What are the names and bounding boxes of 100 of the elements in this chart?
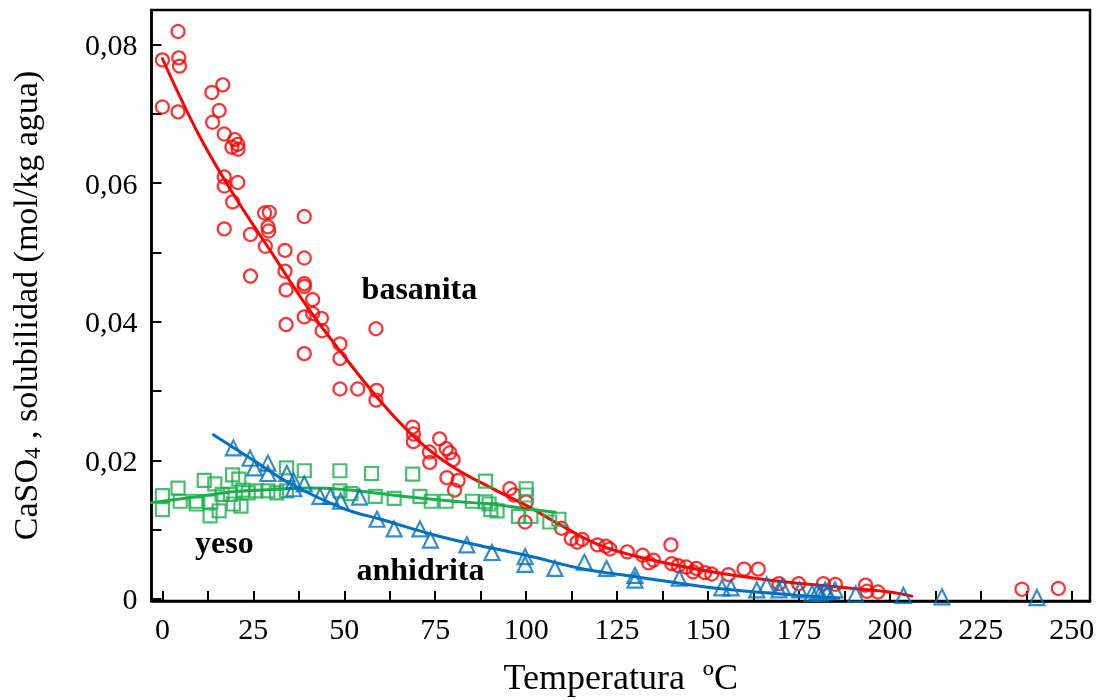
x-tick-label: 225 bbox=[958, 611, 1004, 645]
point bbox=[826, 581, 844, 599]
point bbox=[207, 476, 223, 492]
point bbox=[670, 569, 688, 587]
series-label: basanita bbox=[361, 270, 478, 307]
point bbox=[233, 498, 249, 514]
point bbox=[332, 492, 350, 510]
point bbox=[489, 503, 505, 519]
point bbox=[367, 488, 383, 504]
point bbox=[748, 581, 766, 599]
point bbox=[713, 579, 731, 597]
x-tick-label: 175 bbox=[776, 611, 822, 645]
point bbox=[240, 485, 256, 501]
point bbox=[241, 449, 259, 467]
point bbox=[278, 483, 295, 499]
y-tick-label: 0 bbox=[122, 582, 138, 616]
point bbox=[385, 520, 403, 538]
point bbox=[626, 566, 644, 584]
point bbox=[847, 585, 865, 603]
x-tick-label: 50 bbox=[329, 611, 360, 645]
point bbox=[483, 501, 499, 518]
series-label: anhidrita bbox=[356, 551, 485, 588]
point bbox=[523, 508, 539, 525]
x-tick-label: 100 bbox=[503, 611, 549, 645]
point bbox=[321, 487, 340, 505]
point bbox=[483, 543, 501, 562]
point bbox=[803, 584, 821, 602]
x-tick-label: 125 bbox=[594, 611, 640, 645]
point bbox=[203, 494, 219, 510]
point bbox=[278, 460, 295, 476]
point bbox=[894, 586, 912, 605]
point bbox=[368, 510, 386, 528]
point bbox=[477, 494, 494, 510]
point bbox=[202, 508, 218, 524]
point bbox=[235, 482, 251, 498]
point bbox=[411, 520, 429, 538]
point bbox=[518, 487, 534, 503]
point bbox=[516, 555, 534, 573]
point bbox=[224, 439, 242, 457]
point bbox=[225, 496, 241, 512]
point bbox=[285, 472, 303, 490]
point bbox=[170, 480, 186, 496]
point bbox=[412, 488, 428, 504]
point bbox=[259, 464, 277, 483]
point bbox=[516, 548, 534, 566]
point bbox=[458, 536, 476, 554]
point bbox=[791, 581, 809, 599]
point bbox=[343, 486, 359, 502]
point bbox=[546, 559, 564, 578]
point bbox=[296, 463, 312, 479]
point bbox=[225, 467, 241, 483]
point bbox=[770, 581, 788, 599]
point bbox=[332, 463, 348, 479]
y-tick-label: 0,02 bbox=[85, 443, 138, 477]
point bbox=[758, 576, 776, 594]
series-label: yeso bbox=[195, 523, 254, 560]
point bbox=[311, 487, 329, 505]
point bbox=[154, 488, 171, 504]
point bbox=[211, 503, 227, 519]
x-tick-label: 75 bbox=[420, 611, 451, 645]
point bbox=[386, 490, 402, 507]
point bbox=[464, 493, 480, 509]
point bbox=[405, 466, 421, 482]
y-tick-label: 0,04 bbox=[85, 305, 138, 339]
y-axis-title: CaSO4 , solubilidad (mol/kg agua) bbox=[6, 70, 45, 541]
point bbox=[332, 483, 348, 499]
x-tick-label: 250 bbox=[1049, 611, 1095, 645]
point bbox=[481, 496, 497, 512]
point bbox=[542, 514, 558, 530]
x-axis-title: Temperatura ºC bbox=[503, 657, 739, 697]
point bbox=[245, 459, 264, 477]
point bbox=[231, 471, 247, 487]
point bbox=[423, 493, 439, 509]
point bbox=[438, 493, 454, 509]
point bbox=[259, 454, 277, 472]
point bbox=[933, 588, 951, 606]
y-tick-label: 0,06 bbox=[85, 166, 138, 200]
point bbox=[773, 577, 791, 596]
point bbox=[172, 493, 188, 509]
point bbox=[278, 464, 296, 483]
x-tick-label: 0 bbox=[154, 611, 170, 645]
point bbox=[269, 485, 285, 501]
point bbox=[421, 531, 440, 549]
point bbox=[477, 473, 494, 489]
point bbox=[1028, 588, 1046, 607]
point bbox=[518, 481, 534, 497]
point bbox=[626, 571, 644, 589]
point bbox=[597, 559, 616, 578]
y-tick-label: 0,08 bbox=[85, 28, 138, 62]
point bbox=[260, 483, 276, 499]
point bbox=[285, 480, 303, 498]
point bbox=[154, 501, 171, 518]
x-tick-label: 200 bbox=[867, 611, 913, 645]
x-tick-label: 150 bbox=[685, 611, 731, 645]
point bbox=[363, 465, 380, 482]
point bbox=[222, 486, 239, 502]
point bbox=[350, 488, 369, 506]
point bbox=[722, 579, 740, 597]
point bbox=[295, 475, 313, 493]
point bbox=[196, 472, 212, 489]
